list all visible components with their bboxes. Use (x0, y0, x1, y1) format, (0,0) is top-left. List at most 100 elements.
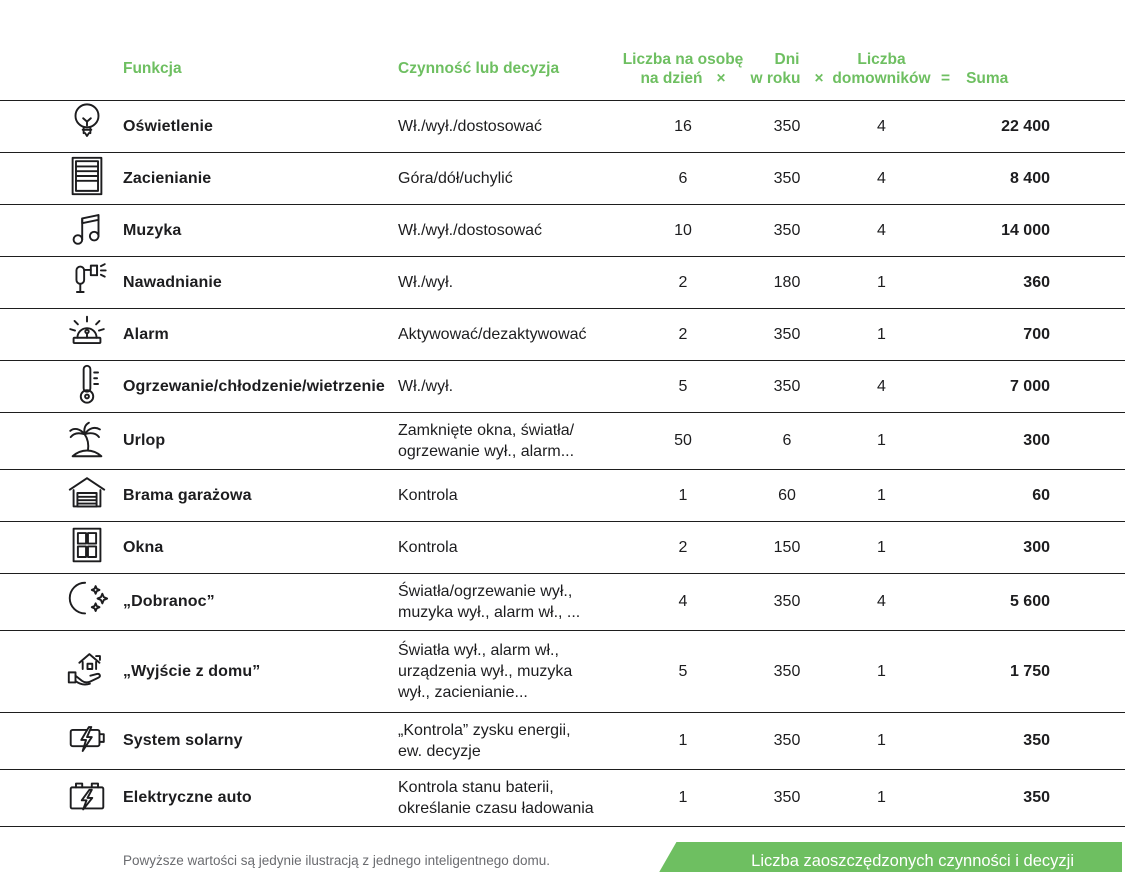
activity-description: Kontrola (398, 487, 458, 504)
table-header: Funkcja Czynność lub decyzja Liczba na o… (0, 0, 1125, 100)
days-per-year: 350 (773, 789, 801, 806)
days-per-year: 350 (773, 662, 801, 680)
household-members-count: 1 (877, 432, 886, 449)
function-label: „Dobranoc” (123, 593, 215, 610)
count-per-person-per-day: 1 (678, 732, 688, 749)
table-body: Oświetlenie Wł./wył./dostosować 16 350 4… (0, 100, 1125, 827)
activity-description: Kontrola stanu baterii, określanie czasu… (398, 779, 594, 817)
thermometer-icon (64, 361, 110, 412)
table-row: Urlop Zamknięte okna, światła/ ogrzewani… (0, 412, 1125, 469)
sum-value: 300 (1023, 538, 1050, 556)
function-label: Ogrzewanie/chłodzenie/wietrzenie (123, 377, 385, 395)
days-per-year: 350 (773, 325, 801, 343)
household-members-count: 1 (877, 486, 886, 504)
activity-description: Wł./wył. (398, 378, 454, 395)
activity-description: Światła/ogrzewanie wył., muzyka wył., al… (398, 583, 581, 621)
table-row: Muzyka Wł./wył./dostosować 10 350 4 14 0… (0, 204, 1125, 256)
house-hand-icon (64, 646, 110, 697)
function-label: Brama garażowa (123, 486, 252, 504)
table-row: Ogrzewanie/chłodzenie/wietrzenie Wł./wył… (0, 360, 1125, 412)
count-per-person-per-day: 16 (674, 117, 692, 135)
blinds-icon (64, 153, 110, 204)
function-label: System solarny (123, 732, 243, 749)
count-per-person-per-day: 2 (678, 538, 688, 556)
household-members-count: 1 (877, 662, 886, 680)
sum-value: 14 000 (1001, 221, 1050, 239)
table-row: „Wyjście z domu” Światła wył., alarm wł.… (0, 630, 1125, 712)
function-label: Okna (123, 538, 164, 556)
window-icon (64, 522, 110, 573)
household-members-count: 4 (877, 377, 886, 395)
banner-line1: Liczba zaoszczędzonych czynności i decyz… (751, 851, 1074, 870)
header-spacer (0, 88, 123, 100)
music-note-icon (64, 205, 110, 256)
sum-value: 700 (1023, 325, 1050, 343)
garage-icon (64, 470, 110, 521)
disclaimer-note: Powyższe wartości są jedynie ilustracją … (123, 853, 550, 868)
multiply-sign: × (814, 70, 824, 87)
header-dni: Dni w roku × (750, 51, 824, 87)
count-per-person-per-day: 2 (678, 273, 688, 291)
household-members-count: 1 (877, 789, 886, 806)
function-label: Urlop (123, 432, 166, 449)
sum-value: 5 600 (1009, 593, 1050, 610)
function-label: „Wyjście z domu” (123, 662, 261, 680)
days-per-year: 150 (773, 538, 801, 556)
solar-battery-icon (64, 716, 110, 767)
table-row: Nawadnianie Wł./wył. 2 180 1 360 (0, 256, 1125, 308)
table-row: „Dobranoc” Światła/ogrzewanie wył., muzy… (0, 573, 1125, 630)
sum-value: 300 (1023, 432, 1050, 449)
function-label: Alarm (123, 325, 169, 343)
table-row: Okna Kontrola 2 150 1 300 (0, 521, 1125, 573)
header-na-osobe: Liczba na osobę na dzień × (622, 51, 744, 87)
activity-description: Wł./wył. (398, 274, 454, 291)
function-label: Zacienianie (123, 169, 212, 187)
multiply-sign: × (716, 70, 726, 87)
household-members-count: 1 (877, 732, 886, 749)
function-label: Nawadnianie (123, 273, 222, 291)
siren-icon (64, 309, 110, 360)
sum-value: 350 (1023, 789, 1050, 806)
savings-banner: Liczba zaoszczędzonych czynności i decyz… (641, 842, 1122, 872)
household-members-count: 4 (877, 593, 886, 610)
days-per-year: 350 (773, 593, 801, 610)
function-label: Muzyka (123, 221, 182, 239)
household-members-count: 4 (877, 117, 886, 135)
palm-tree-icon (64, 416, 110, 467)
count-per-person-per-day: 4 (678, 593, 688, 610)
header-funkcja: Funkcja (123, 60, 182, 77)
days-per-year: 6 (782, 432, 792, 449)
days-per-year: 350 (773, 732, 801, 749)
activity-description: Wł./wył./dostosować (398, 118, 543, 135)
equals-sign: = (941, 70, 951, 87)
count-per-person-per-day: 6 (678, 169, 688, 187)
sum-value: 8 400 (1009, 169, 1050, 187)
activity-description: „Kontrola” zysku energii, ew. decyzje (398, 722, 571, 760)
header-czynnosc: Czynność lub decyzja (398, 60, 560, 77)
car-battery-icon (64, 773, 110, 824)
sum-value: 350 (1023, 732, 1050, 749)
days-per-year: 180 (773, 273, 801, 291)
sum-value: 7 000 (1009, 377, 1050, 395)
lightbulb-icon (64, 101, 110, 152)
sum-value: 60 (1032, 486, 1050, 504)
footer: Powyższe wartości są jedynie ilustracją … (0, 842, 1125, 872)
count-per-person-per-day: 1 (678, 789, 688, 806)
household-members-count: 1 (877, 273, 886, 291)
sprinkler-icon (64, 257, 110, 308)
activity-description: Kontrola (398, 539, 458, 556)
activity-description: Góra/dół/uchylić (398, 170, 513, 187)
moon-stars-icon (64, 577, 110, 628)
household-members-count: 4 (877, 169, 886, 187)
header-suma: = Suma (941, 70, 1009, 87)
function-label: Elektryczne auto (123, 789, 252, 806)
table-row: Oświetlenie Wł./wył./dostosować 16 350 4… (0, 100, 1125, 152)
table-row: System solarny „Kontrola” zysku energii,… (0, 712, 1125, 769)
count-per-person-per-day: 10 (674, 221, 692, 239)
household-members-count: 1 (877, 325, 886, 343)
activity-description: Wł./wył./dostosować (398, 222, 543, 239)
table-row: Alarm Aktywować/dezaktywować 2 350 1 700 (0, 308, 1125, 360)
count-per-person-per-day: 5 (678, 662, 688, 680)
table-row: Elektryczne auto Kontrola stanu baterii,… (0, 769, 1125, 826)
